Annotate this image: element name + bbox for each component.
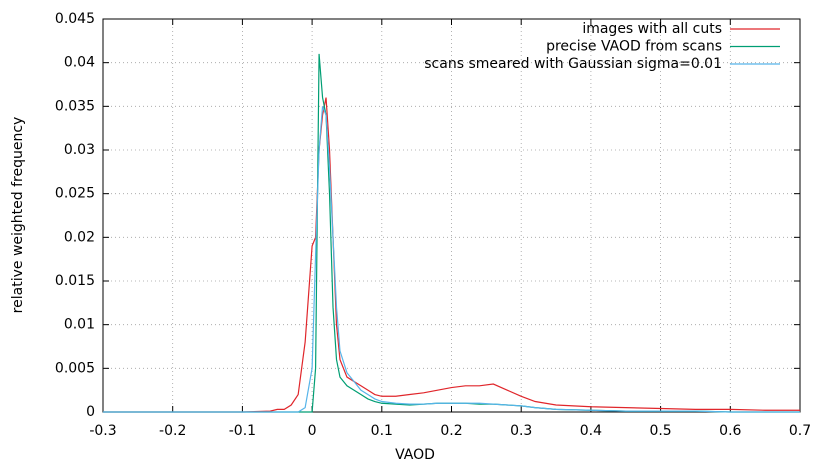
legend-label: precise VAOD from scans [546, 39, 722, 55]
y-tick-label: 0.045 [55, 11, 95, 27]
data-line [103, 97, 800, 413]
x-tick-label: 0.5 [649, 423, 671, 439]
y-tick-label: 0 [86, 404, 95, 420]
y-tick-label: 0.015 [55, 273, 95, 289]
x-tick-label: 0.3 [510, 423, 532, 439]
y-tick-label: 0.025 [55, 186, 95, 202]
y-tick-label: 0.03 [64, 142, 95, 158]
y-tick-label: 0.005 [55, 360, 95, 376]
x-tick-label: 0.6 [719, 423, 741, 439]
x-tick-label: 0.1 [371, 423, 393, 439]
x-tick-label: -0.1 [229, 423, 256, 439]
legend-label: images with all cuts [582, 21, 722, 37]
y-axis-label: relative weighted frequency [10, 117, 26, 314]
x-tick-label: 0.4 [580, 423, 602, 439]
x-tick-label: 0.7 [789, 423, 811, 439]
x-tick-label: -0.3 [89, 423, 116, 439]
y-tick-label: 0.04 [64, 55, 95, 71]
x-tick-label: -0.2 [159, 423, 186, 439]
y-tick-label: 0.01 [64, 317, 95, 333]
y-tick-label: 0.035 [55, 98, 95, 114]
data-line [103, 106, 800, 413]
y-tick-label: 0.02 [64, 229, 95, 245]
legend-label: scans smeared with Gaussian sigma=0.01 [424, 56, 722, 72]
x-axis-label: VAOD [395, 447, 435, 463]
x-tick-label: 0 [308, 423, 317, 439]
x-tick-label: 0.2 [440, 423, 462, 439]
